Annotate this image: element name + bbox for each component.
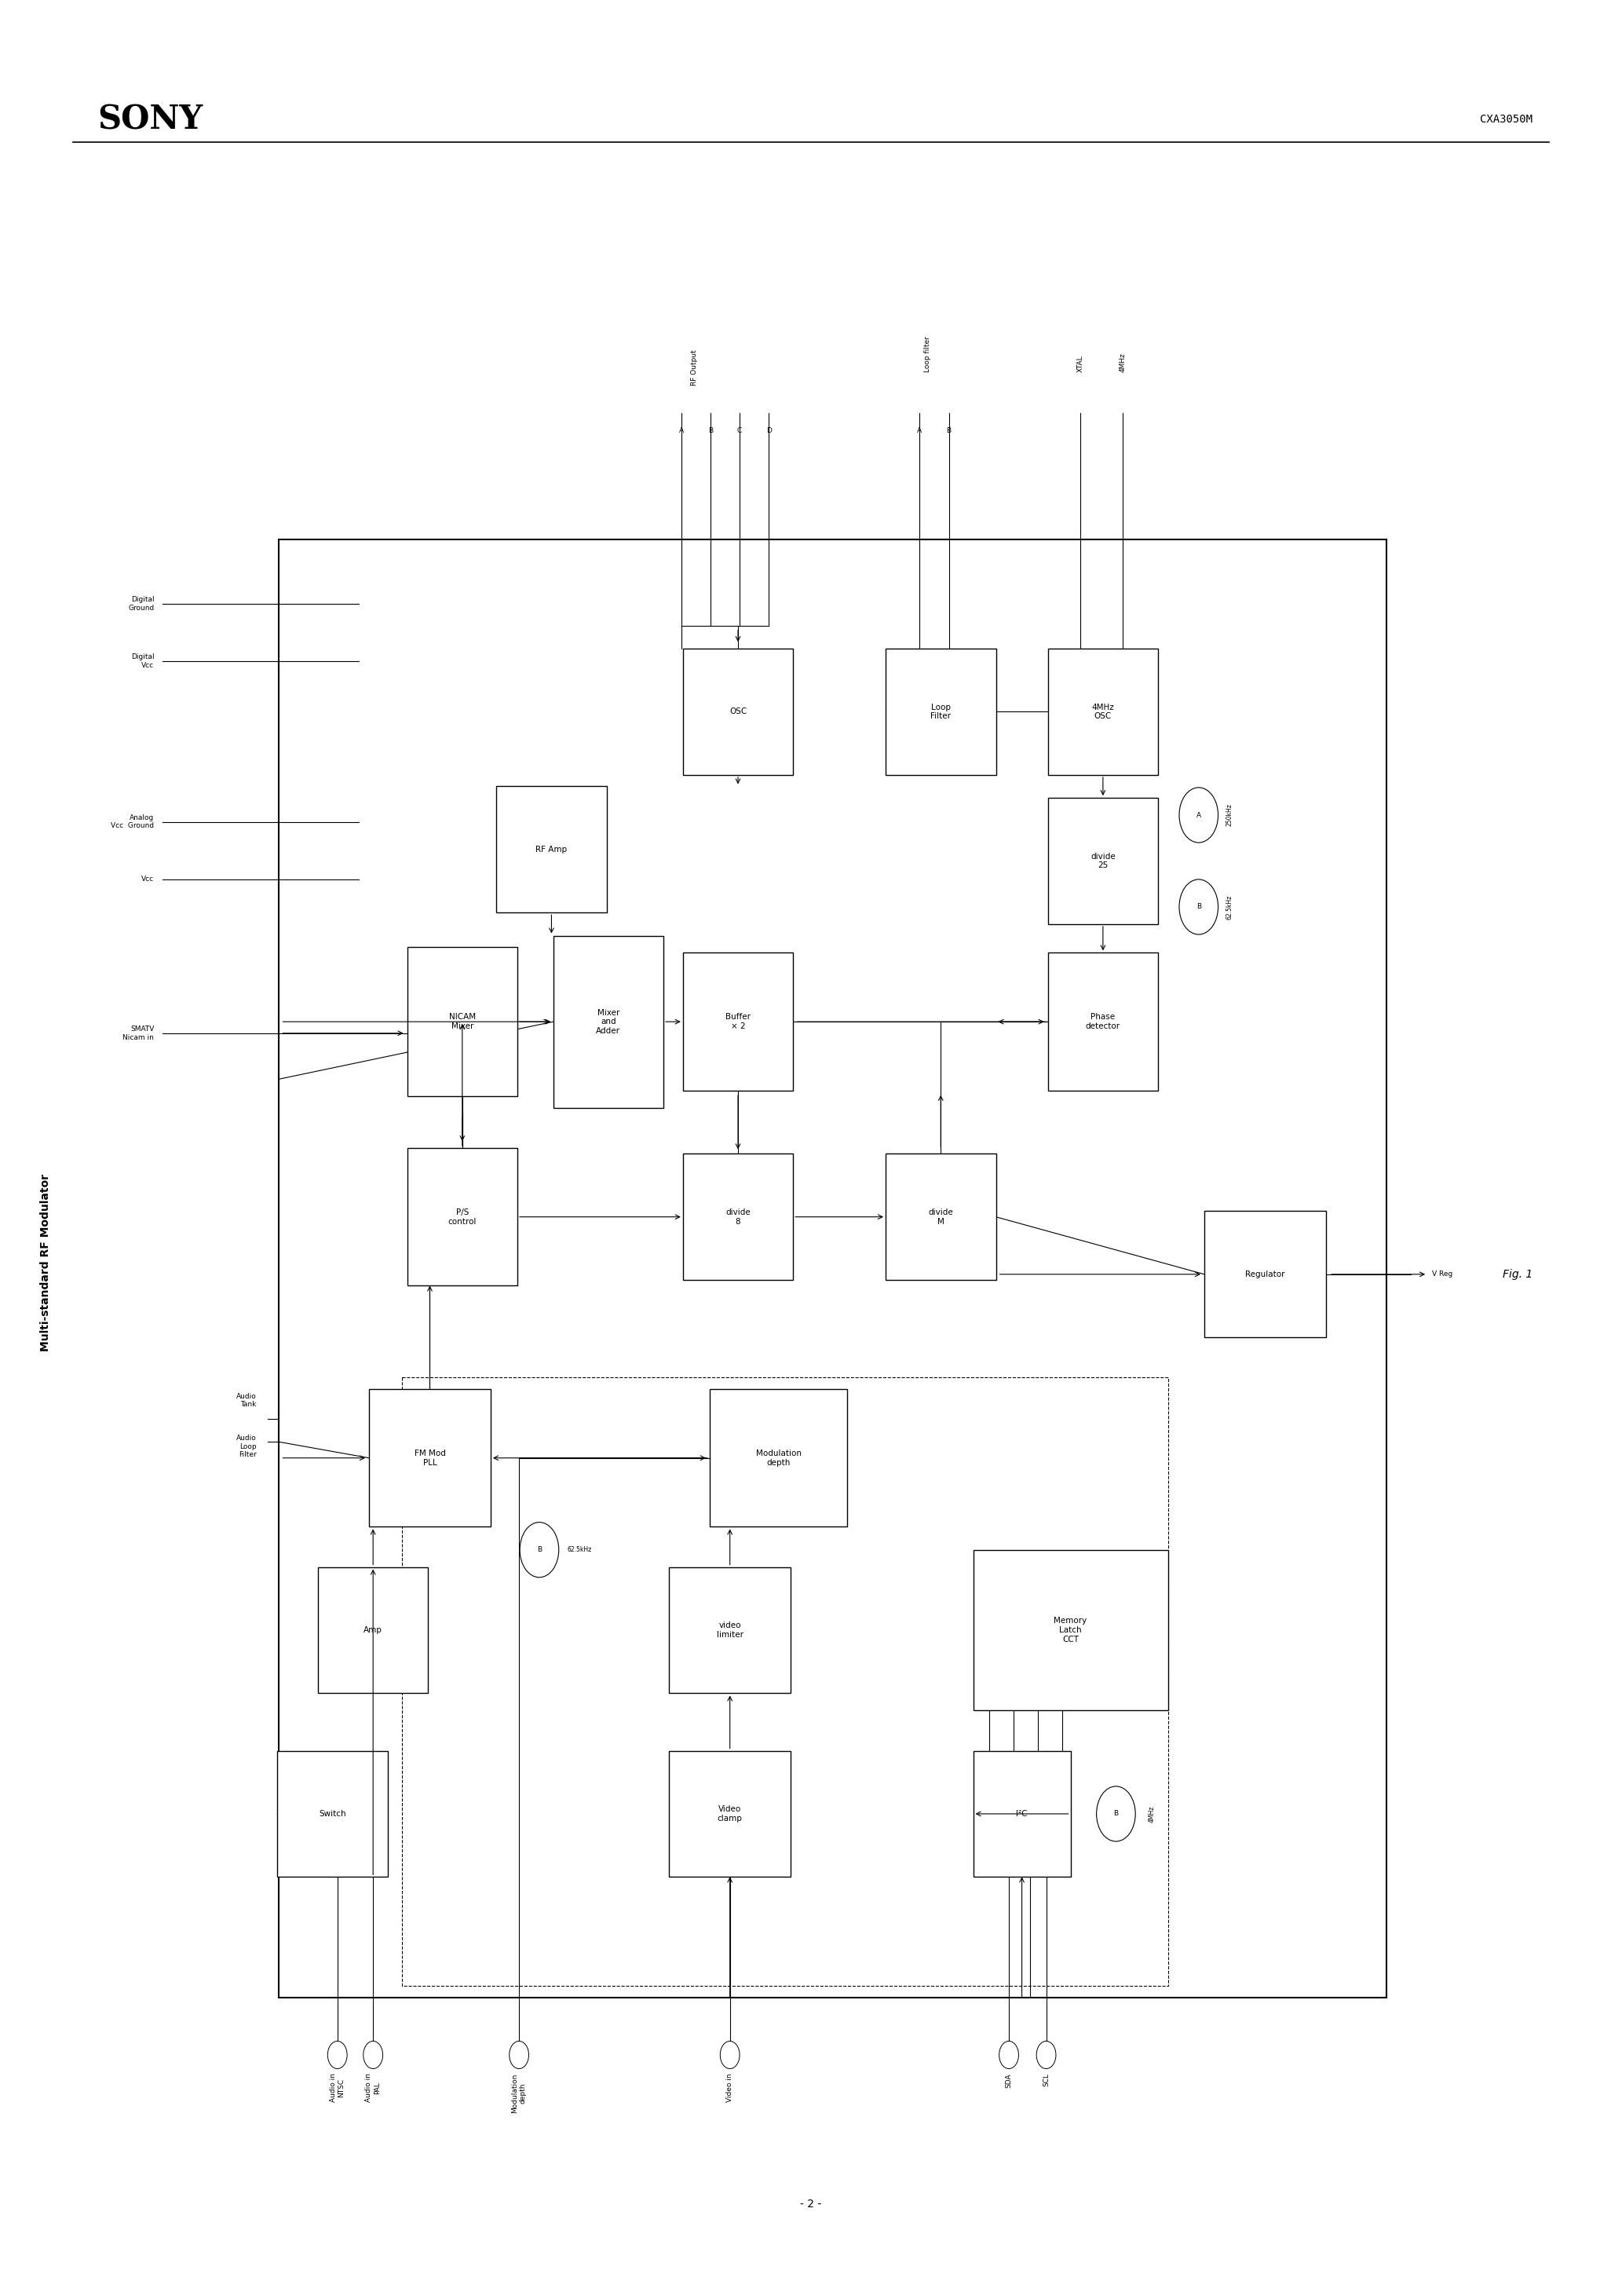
Bar: [407, 946, 517, 1095]
Text: RF Amp: RF Amp: [535, 845, 568, 854]
Text: B: B: [1114, 1809, 1118, 1818]
Text: SCL: SCL: [1043, 2073, 1049, 2087]
Text: Phase
detector: Phase detector: [1085, 1013, 1121, 1031]
Text: divide
25: divide 25: [1090, 852, 1116, 870]
Bar: [886, 647, 996, 774]
Circle shape: [1179, 788, 1218, 843]
Bar: [496, 785, 607, 912]
Bar: [710, 1389, 847, 1527]
Circle shape: [720, 2041, 740, 2069]
Text: Audio in
PAL: Audio in PAL: [365, 2073, 381, 2103]
Text: 4MHz: 4MHz: [1148, 1805, 1155, 1823]
Text: B: B: [537, 1545, 542, 1554]
Circle shape: [999, 2041, 1019, 2069]
Text: Digital
Ground: Digital Ground: [128, 597, 154, 611]
Text: A: A: [680, 427, 683, 434]
Text: B: B: [709, 427, 712, 434]
Text: Video
clamp: Video clamp: [717, 1805, 743, 1823]
Text: Buffer
× 2: Buffer × 2: [725, 1013, 751, 1031]
Text: video
limiter: video limiter: [717, 1621, 743, 1639]
Circle shape: [509, 2041, 529, 2069]
Circle shape: [363, 2041, 383, 2069]
Circle shape: [1096, 1786, 1135, 1841]
Text: Loop
Filter: Loop Filter: [931, 703, 950, 721]
Bar: [973, 1550, 1168, 1711]
Text: 250kHz: 250kHz: [1226, 804, 1233, 827]
Bar: [670, 1752, 792, 1878]
Text: 62.5kHz: 62.5kHz: [1226, 895, 1233, 918]
Bar: [683, 647, 793, 774]
Bar: [1204, 1212, 1327, 1339]
Bar: [973, 1752, 1071, 1878]
Text: CXA3050M: CXA3050M: [1481, 115, 1533, 124]
Circle shape: [519, 1522, 558, 1577]
Bar: [1048, 953, 1158, 1091]
Text: Fig. 1: Fig. 1: [1502, 1270, 1533, 1279]
Bar: [553, 937, 663, 1107]
Text: P/S
control: P/S control: [448, 1208, 477, 1226]
Text: Memory
Latch
CCT: Memory Latch CCT: [1054, 1616, 1087, 1644]
Text: divide
M: divide M: [928, 1208, 954, 1226]
Bar: [370, 1389, 491, 1527]
Text: Vcc: Vcc: [141, 875, 154, 884]
Text: D: D: [766, 427, 772, 434]
Text: SDA: SDA: [1006, 2073, 1012, 2087]
Text: V Reg: V Reg: [1432, 1270, 1453, 1279]
Text: I²C: I²C: [1015, 1809, 1028, 1818]
Circle shape: [328, 2041, 347, 2069]
Bar: [670, 1566, 792, 1694]
Bar: [277, 1752, 388, 1878]
Text: Mixer
and
Adder: Mixer and Adder: [595, 1008, 621, 1035]
Text: Switch: Switch: [320, 1809, 345, 1818]
Text: XTAL: XTAL: [1077, 356, 1083, 372]
Text: RF Output: RF Output: [691, 349, 697, 386]
Text: Modulation
depth: Modulation depth: [511, 2073, 527, 2112]
Text: Multi-standard RF Modulator: Multi-standard RF Modulator: [41, 1173, 50, 1352]
Bar: [402, 1378, 1168, 1986]
Text: SMATV
Nicam in: SMATV Nicam in: [123, 1026, 154, 1040]
Bar: [683, 953, 793, 1091]
Bar: [1048, 799, 1158, 923]
Text: B: B: [1197, 902, 1200, 912]
Bar: [279, 540, 1387, 1998]
Text: Audio
Tank: Audio Tank: [237, 1394, 256, 1407]
Circle shape: [1179, 879, 1218, 934]
Text: 4MHz
OSC: 4MHz OSC: [1092, 703, 1114, 721]
Text: A: A: [1197, 810, 1200, 820]
Text: Regulator: Regulator: [1246, 1270, 1285, 1279]
Bar: [1048, 647, 1158, 774]
Text: Digital
Vcc: Digital Vcc: [131, 654, 154, 668]
Text: Video in: Video in: [727, 2073, 733, 2103]
Text: A: A: [918, 427, 921, 434]
Text: FM Mod
PLL: FM Mod PLL: [414, 1449, 446, 1467]
Text: 4MHz: 4MHz: [1119, 351, 1126, 372]
Circle shape: [1036, 2041, 1056, 2069]
Text: SONY: SONY: [97, 103, 203, 135]
Text: Amp: Amp: [363, 1626, 383, 1635]
Text: NICAM
Mixer: NICAM Mixer: [449, 1013, 475, 1031]
Bar: [886, 1155, 996, 1281]
Text: 62.5kHz: 62.5kHz: [568, 1545, 592, 1554]
Text: B: B: [947, 427, 950, 434]
Text: divide
8: divide 8: [725, 1208, 751, 1226]
Text: Audio
Loop
Filter: Audio Loop Filter: [237, 1435, 256, 1458]
Text: - 2 -: - 2 -: [800, 2200, 822, 2209]
Text: OSC: OSC: [730, 707, 746, 716]
Text: Modulation
depth: Modulation depth: [756, 1449, 801, 1467]
Bar: [407, 1148, 517, 1286]
Text: Analog
Vcc  Ground: Analog Vcc Ground: [110, 815, 154, 829]
Text: Loop filter: Loop filter: [925, 335, 931, 372]
Bar: [318, 1566, 428, 1694]
Text: Audio in
NTSC: Audio in NTSC: [329, 2073, 345, 2103]
Bar: [683, 1155, 793, 1281]
Text: C: C: [736, 427, 743, 434]
